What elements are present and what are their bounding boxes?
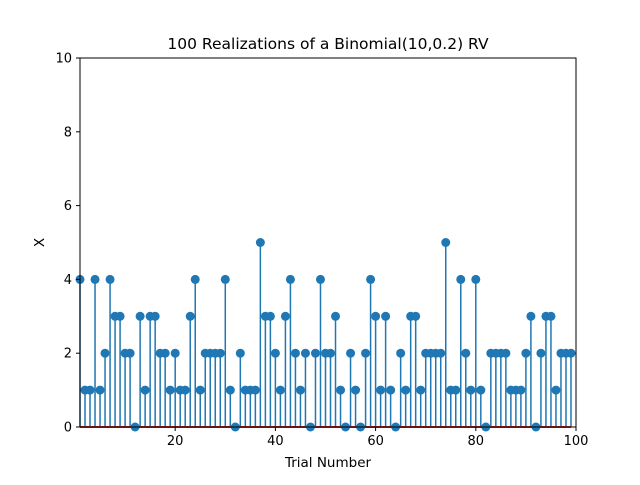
y-axis-label: X	[32, 238, 48, 247]
axes: 20 40 60 80 100 0 2 4 6 8 10	[55, 52, 588, 450]
x-axis-label: Trial Number	[284, 455, 372, 471]
stem-marker	[250, 385, 260, 395]
stem-marker	[466, 385, 476, 395]
stem-marker	[280, 311, 290, 321]
stem-marker	[85, 385, 95, 395]
stem-marker	[456, 274, 466, 284]
stem-marker	[185, 311, 195, 321]
stem-marker	[95, 385, 105, 395]
stem-marker	[361, 348, 371, 358]
stem-marker	[190, 274, 200, 284]
stem-marker	[215, 348, 225, 358]
stem-marker	[160, 348, 170, 358]
stem-marker	[180, 385, 190, 395]
stem-marker	[381, 311, 391, 321]
stem-marker	[270, 348, 280, 358]
stem-marker	[336, 385, 346, 395]
stem-marker	[300, 348, 310, 358]
stem-marker	[526, 311, 536, 321]
stem-marker	[331, 311, 341, 321]
stem-marker	[436, 348, 446, 358]
stem-marker	[366, 274, 376, 284]
stem-marker	[195, 385, 205, 395]
stem-marker	[310, 348, 320, 358]
stem-marker	[551, 385, 561, 395]
stem-marker	[411, 311, 421, 321]
stem-marker	[220, 274, 230, 284]
stem-marker	[90, 274, 100, 284]
stem-marker	[285, 274, 295, 284]
stem-marker	[476, 385, 486, 395]
y-tick-label: 0	[64, 421, 72, 436]
chart-title: 100 Realizations of a Binomial(10,0.2) R…	[167, 35, 489, 53]
stem-marker	[235, 348, 245, 358]
stem-marker	[295, 385, 305, 395]
stem-marker	[546, 311, 556, 321]
stem-marker	[566, 348, 576, 358]
y-tick-label: 4	[64, 273, 72, 288]
y-tick-label: 10	[55, 52, 72, 67]
stem-marker	[516, 385, 526, 395]
stem-marker	[170, 348, 180, 358]
x-tick-label: 60	[367, 434, 384, 449]
stem-marker	[461, 348, 471, 358]
stem-marker	[105, 274, 115, 284]
x-tick-label: 40	[267, 434, 284, 449]
stem-marker	[255, 238, 265, 247]
stem-marker	[165, 385, 175, 395]
stem-marker	[441, 238, 451, 247]
stem-marker	[351, 385, 361, 395]
stem-marker	[501, 348, 511, 358]
stem-marker	[376, 385, 386, 395]
stem-marker	[150, 311, 160, 321]
stem-marker	[396, 348, 406, 358]
stem-marker	[115, 311, 125, 321]
stem-marker	[401, 385, 411, 395]
stem-marker	[265, 311, 275, 321]
stem-marker	[536, 348, 546, 358]
y-tick-label: 2	[64, 347, 72, 362]
plot-frame	[79, 57, 577, 428]
stem-marker	[125, 348, 135, 358]
x-tick-label: 20	[167, 434, 184, 449]
y-tick-label: 6	[64, 199, 72, 214]
x-tick-label: 80	[468, 434, 485, 449]
y-tick-label: 8	[64, 125, 72, 140]
stem-marker	[100, 348, 110, 358]
stem-marker	[471, 274, 481, 284]
stem-marker	[315, 274, 325, 284]
stem-marker	[416, 385, 426, 395]
stem-marker	[326, 348, 336, 358]
stem-marker	[451, 385, 461, 395]
stem-marker	[290, 348, 300, 358]
stem-marker	[135, 311, 145, 321]
stem-marker	[346, 348, 356, 358]
stem-marker	[371, 311, 381, 321]
x-tick-label: 100	[564, 434, 589, 449]
stem-marker	[140, 385, 150, 395]
stem-marker	[521, 348, 531, 358]
stem-marker	[275, 385, 285, 395]
stem-marker	[386, 385, 396, 395]
stem-marker	[225, 385, 235, 395]
